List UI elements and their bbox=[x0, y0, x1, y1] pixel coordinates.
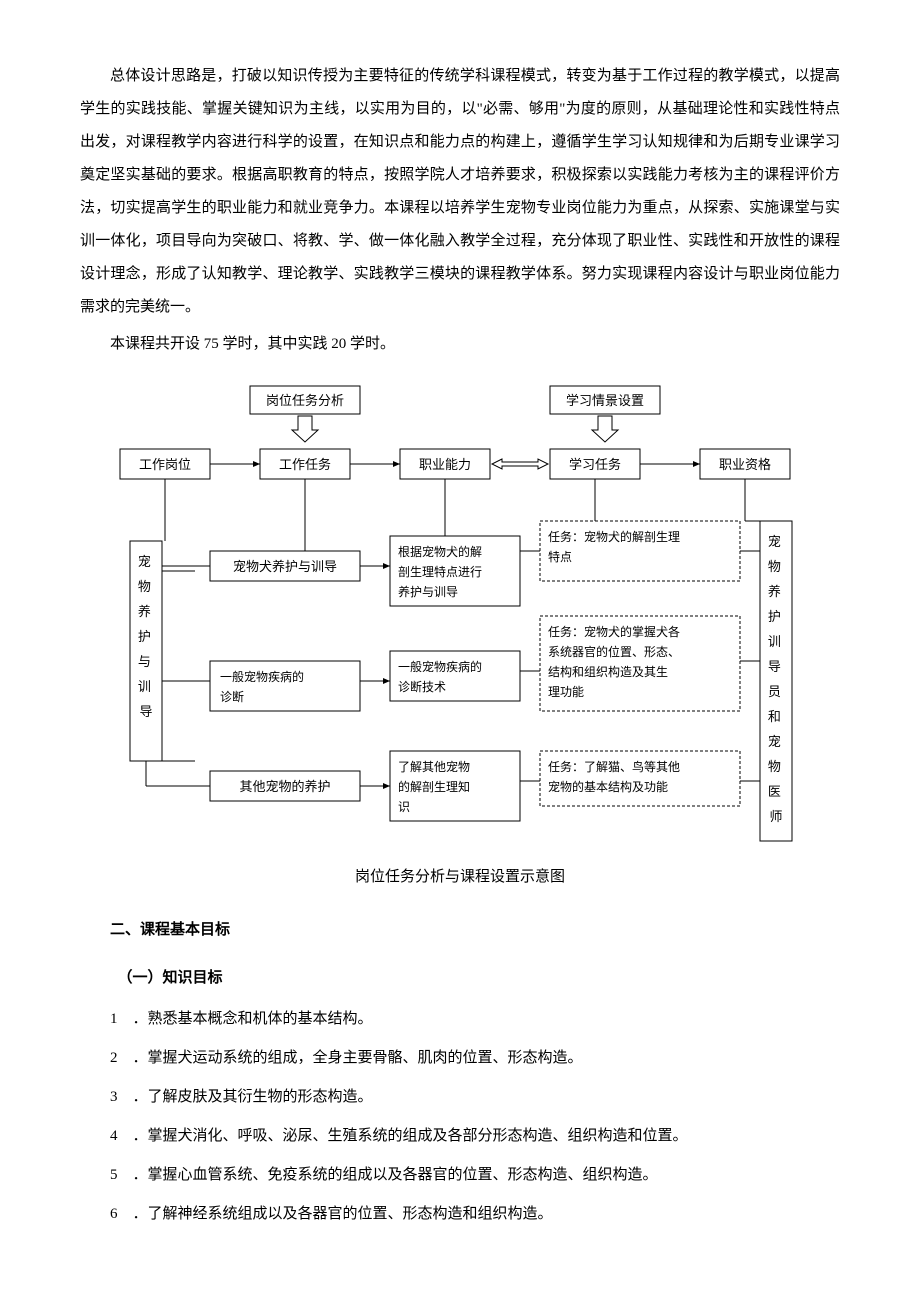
list-item: 4 ．掌握犬消化、呼吸、泌尿、生殖系统的组成及各部分形态构造、组织构造和位置。 bbox=[110, 1120, 840, 1153]
node-r2-learn-l2: 系统器官的位置、形态、 bbox=[548, 644, 680, 659]
paragraph-design-idea: 总体设计思路是，打破以知识传授为主要特征的传统学科课程模式，转变为基于工作过程的… bbox=[80, 60, 840, 324]
node-r2-learn-l1: 任务：宠物犬的掌握犬各 bbox=[548, 624, 680, 639]
list-text: ．掌握犬消化、呼吸、泌尿、生殖系统的组成及各部分形态构造、组织构造和位置。 bbox=[133, 1128, 688, 1144]
node-r2-task-l1: 一般宠物疾病的 bbox=[220, 669, 304, 684]
node-task: 工作任务 bbox=[279, 457, 331, 472]
list-text: ．了解神经系统组成以及各器官的位置、形态构造和组织构造。 bbox=[133, 1206, 553, 1222]
list-num: 2 bbox=[110, 1050, 118, 1066]
list-text: ．掌握犬运动系统的组成，全身主要骨骼、肌肉的位置、形态构造。 bbox=[133, 1050, 583, 1066]
node-r3-learn-l2: 宠物的基本结构及功能 bbox=[548, 779, 668, 794]
node-r2-ability-l1: 一般宠物疾病的 bbox=[398, 659, 482, 674]
node-learn-task: 学习任务 bbox=[569, 457, 621, 472]
node-r1-learn-l1: 任务：宠物犬的解剖生理 bbox=[548, 529, 680, 544]
node-r2-learn-l3: 结构和组织构造及其生 bbox=[548, 664, 668, 679]
list-item: 3 ．了解皮肤及其衍生物的形态构造。 bbox=[110, 1081, 840, 1114]
diagram-container: 岗位任务分析 学习情景设置 工作岗位 工作任务 职业能力 学习任务 职业资格 宠… bbox=[110, 381, 810, 851]
node-r2-task-l2: 诊断 bbox=[220, 689, 244, 704]
node-r2-ability-l2: 诊断技术 bbox=[398, 679, 446, 694]
list-num: 6 bbox=[110, 1206, 118, 1222]
node-r1-ability-l3: 养护与训导 bbox=[398, 584, 458, 599]
list-item: 6 ．了解神经系统组成以及各器官的位置、形态构造和组织构造。 bbox=[110, 1198, 840, 1231]
list-num: 4 bbox=[110, 1128, 118, 1144]
list-num: 3 bbox=[110, 1089, 118, 1105]
node-ability: 职业能力 bbox=[419, 457, 471, 472]
node-r3-ability-l2: 的解剖生理知 bbox=[398, 779, 470, 794]
node-r3-learn-l1: 任务：了解猫、鸟等其他 bbox=[548, 759, 680, 774]
section-2-title: 二、课程基本目标 bbox=[80, 914, 840, 947]
paragraph-hours: 本课程共开设 75 学时，其中实践 20 学时。 bbox=[80, 328, 840, 361]
flowchart-diagram: 岗位任务分析 学习情景设置 工作岗位 工作任务 职业能力 学习任务 职业资格 宠… bbox=[110, 381, 810, 851]
list-item: 2 ．掌握犬运动系统的组成，全身主要骨骼、肌肉的位置、形态构造。 bbox=[110, 1042, 840, 1075]
node-analysis: 岗位任务分析 bbox=[266, 393, 344, 408]
section-2-sub1: （一）知识目标 bbox=[80, 962, 840, 995]
node-r3-ability-l1: 了解其他宠物 bbox=[398, 759, 470, 774]
node-r3-task: 其他宠物的养护 bbox=[239, 779, 330, 794]
list-item: 1 ．熟悉基本概念和机体的基本结构。 bbox=[110, 1003, 840, 1036]
node-setting: 学习情景设置 bbox=[566, 393, 644, 408]
node-r1-ability-l1: 根据宠物犬的解 bbox=[398, 544, 482, 559]
node-r1-ability-l2: 剖生理特点进行 bbox=[398, 564, 482, 579]
diagram-caption: 岗位任务分析与课程设置示意图 bbox=[80, 861, 840, 894]
node-r1-task: 宠物犬养护与训导 bbox=[233, 559, 337, 574]
list-num: 1 bbox=[110, 1011, 118, 1027]
list-text: ．熟悉基本概念和机体的基本结构。 bbox=[133, 1011, 373, 1027]
list-item: 5 ．掌握心血管系统、免疫系统的组成以及各器官的位置、形态构造、组织构造。 bbox=[110, 1159, 840, 1192]
list-text: ．了解皮肤及其衍生物的形态构造。 bbox=[133, 1089, 373, 1105]
list-text: ．掌握心血管系统、免疫系统的组成以及各器官的位置、形态构造、组织构造。 bbox=[133, 1167, 658, 1183]
list-num: 5 bbox=[110, 1167, 118, 1183]
node-r3-ability-l3: 识 bbox=[398, 800, 410, 814]
node-qualification: 职业资格 bbox=[719, 457, 771, 472]
node-r1-learn-l2: 特点 bbox=[548, 549, 572, 564]
node-position: 工作岗位 bbox=[139, 457, 191, 472]
node-r2-learn-l4: 理功能 bbox=[548, 685, 584, 699]
